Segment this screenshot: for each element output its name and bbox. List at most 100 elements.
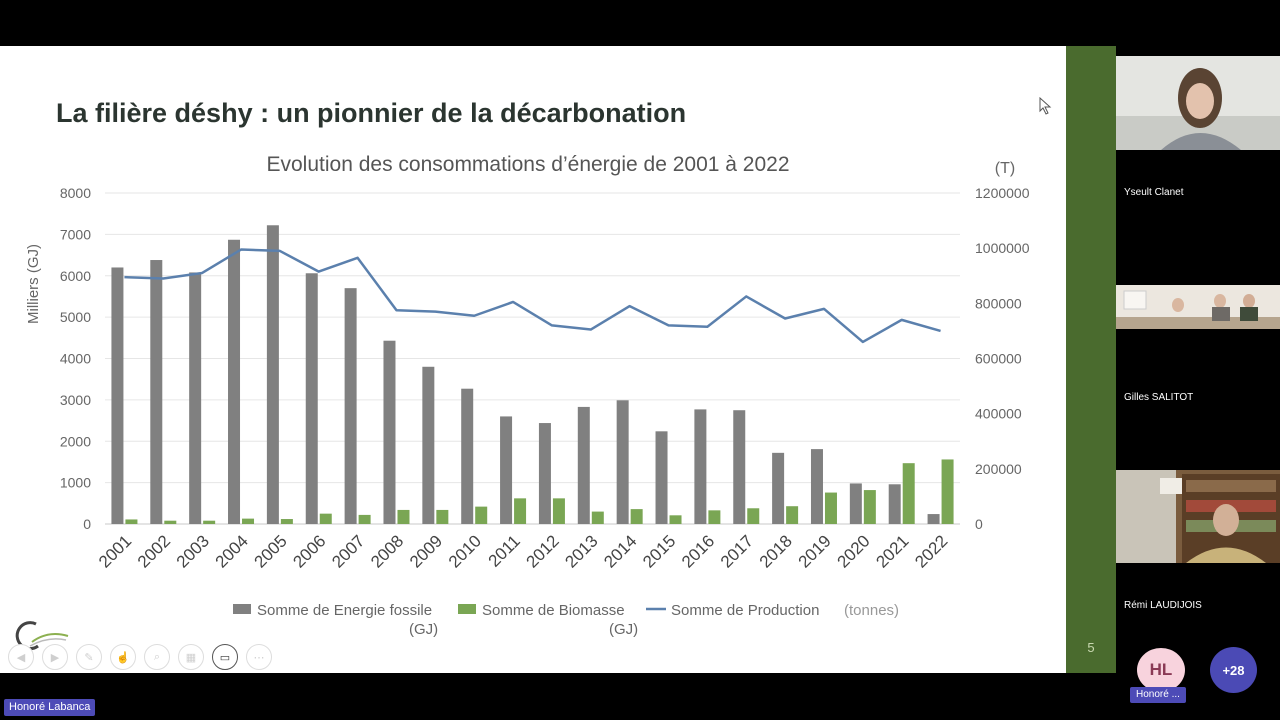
bar-energie-fossile xyxy=(927,514,940,524)
bar-biomasse xyxy=(242,518,255,524)
chart-title: Evolution des consommations d’énergie de… xyxy=(266,153,789,176)
y-tick-label: 3000 xyxy=(60,392,91,408)
bar-energie-fossile xyxy=(189,272,202,524)
bar-energie-fossile xyxy=(422,366,435,524)
pen-icon[interactable]: ✎ xyxy=(76,644,102,670)
slide-number: 5 xyxy=(1087,640,1095,655)
bar-biomasse xyxy=(397,509,410,524)
legend-swatch-biomasse xyxy=(458,604,476,614)
prev-slide-icon[interactable]: ◀ xyxy=(8,644,34,670)
bar-biomasse xyxy=(552,498,565,524)
bar-biomasse xyxy=(669,515,682,524)
legend-fossile-label: Somme de Energie fossile xyxy=(257,602,432,619)
x-tick-label: 2011 xyxy=(485,531,524,570)
participant-video-image xyxy=(1116,285,1280,329)
y2-axis-label: (T) xyxy=(995,160,1015,177)
bar-biomasse xyxy=(708,510,721,524)
bar-biomasse xyxy=(824,492,837,524)
x-tick-label: 2003 xyxy=(173,531,213,571)
legend-fossile-unit: (GJ) xyxy=(409,621,438,638)
bar-energie-fossile xyxy=(694,409,707,524)
bar-biomasse xyxy=(630,509,643,524)
y-tick-label: 2000 xyxy=(60,433,91,449)
participant-video-image xyxy=(1116,56,1280,150)
bar-energie-fossile xyxy=(733,410,746,524)
bar-energie-fossile xyxy=(344,288,357,524)
x-tick-label: 2015 xyxy=(639,531,679,571)
bar-biomasse xyxy=(436,509,449,524)
participant-avatar-name: Honoré ... xyxy=(1130,687,1186,703)
x-tick-label: 2006 xyxy=(289,531,329,571)
bar-biomasse xyxy=(125,519,138,524)
line-production xyxy=(124,248,941,344)
more-options-icon[interactable]: ⋯ xyxy=(246,644,272,670)
y-tick-label: 6000 xyxy=(60,268,91,284)
y-axis-label: Milliers (GJ) xyxy=(25,244,42,324)
y2-tick-label: 200000 xyxy=(975,461,1022,477)
bar-biomasse xyxy=(902,463,915,524)
bar-energie-fossile xyxy=(888,484,901,524)
bar-biomasse xyxy=(164,520,177,524)
bar-energie-fossile xyxy=(383,340,396,524)
participant-avatar[interactable]: HL xyxy=(1137,648,1185,692)
legend-swatch-fossile xyxy=(233,604,251,614)
bar-energie-fossile xyxy=(266,225,279,524)
x-tick-label: 2008 xyxy=(367,531,407,571)
bar-biomasse xyxy=(280,519,293,524)
bar-biomasse xyxy=(203,520,216,524)
bar-biomasse xyxy=(863,490,876,524)
bar-biomasse xyxy=(747,508,760,524)
y2-tick-label: 800000 xyxy=(975,295,1022,311)
y2-tick-label: 1200000 xyxy=(975,185,1030,201)
participant-name-yseult: Yseult Clanet xyxy=(1124,187,1184,198)
bar-energie-fossile xyxy=(655,431,668,524)
x-tick-label: 2017 xyxy=(717,531,757,571)
bar-biomasse xyxy=(358,514,371,524)
x-tick-label: 2018 xyxy=(756,531,796,571)
bar-energie-fossile xyxy=(150,260,163,524)
pointer-icon[interactable]: ☝ xyxy=(110,644,136,670)
slide-side-band xyxy=(1066,46,1116,673)
y-tick-label: 4000 xyxy=(60,351,91,367)
x-tick-label: 2019 xyxy=(795,531,835,571)
x-tick-label: 2012 xyxy=(523,531,563,571)
bar-energie-fossile xyxy=(500,416,513,524)
x-tick-label: 2022 xyxy=(911,531,951,571)
zoom-icon[interactable]: ⌕ xyxy=(144,644,170,670)
energy-chart: Evolution des consommations d’énergie de… xyxy=(25,153,1030,638)
y2-tick-label: 1000000 xyxy=(975,240,1030,256)
y-tick-label: 1000 xyxy=(60,475,91,491)
x-tick-label: 2004 xyxy=(212,531,252,571)
presentation-slide: La filière déshy : un pionnier de la déc… xyxy=(0,46,1066,673)
x-tick-label: 2009 xyxy=(406,531,446,571)
y-tick-label: 8000 xyxy=(60,185,91,201)
legend-production-label: Somme de Production xyxy=(671,602,819,619)
bar-biomasse xyxy=(475,506,488,524)
y-tick-label: 0 xyxy=(83,516,91,532)
legend-biomasse-label: Somme de Biomasse xyxy=(482,602,625,619)
participant-video-gilles[interactable] xyxy=(1116,285,1280,329)
grid-view-icon[interactable]: ▦ xyxy=(178,644,204,670)
participant-video-yseult[interactable] xyxy=(1116,56,1280,150)
bar-energie-fossile xyxy=(461,388,474,524)
mouse-cursor-icon xyxy=(1039,97,1052,115)
bar-energie-fossile xyxy=(305,273,318,524)
y2-tick-label: 600000 xyxy=(975,351,1022,367)
x-tick-label: 2002 xyxy=(134,531,174,571)
x-tick-label: 2020 xyxy=(833,531,873,571)
bar-energie-fossile xyxy=(228,239,241,524)
bar-biomasse xyxy=(941,459,954,524)
participant-video-image xyxy=(1116,470,1280,563)
x-tick-label: 2005 xyxy=(251,531,291,571)
bar-energie-fossile xyxy=(577,406,590,524)
bar-biomasse xyxy=(591,511,604,524)
y2-tick-label: 400000 xyxy=(975,406,1022,422)
participant-name-gilles: Gilles SALITOT xyxy=(1124,392,1194,403)
slide-title: La filière déshy : un pionnier de la déc… xyxy=(56,98,687,128)
bar-energie-fossile xyxy=(111,267,124,524)
camera-icon[interactable]: ▭ xyxy=(212,644,238,670)
participant-name-remi: Rémi LAUDIJOIS xyxy=(1124,600,1202,611)
more-participants-button[interactable]: +28 xyxy=(1210,647,1257,693)
next-slide-icon[interactable]: ▶ xyxy=(42,644,68,670)
participant-video-remi[interactable] xyxy=(1116,470,1280,563)
